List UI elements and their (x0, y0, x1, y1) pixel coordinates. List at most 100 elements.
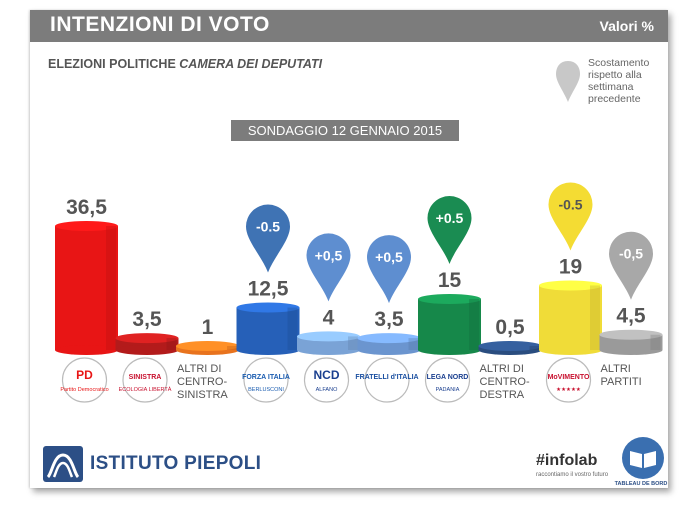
data-label: 0,5 (495, 316, 525, 339)
legend-pin-icon (556, 61, 580, 102)
logo-text: FRATELLI d'ITALIA (355, 374, 418, 381)
category-label: PARTITI (601, 376, 642, 388)
m5s-logo (545, 357, 592, 403)
bar (115, 338, 179, 350)
change-label: -0,5 (619, 246, 643, 262)
bar-base (55, 345, 118, 355)
change-pin (306, 233, 351, 302)
change-pin (427, 196, 472, 265)
bar-top (55, 221, 118, 231)
logo-text: PD (76, 368, 93, 382)
logo-subtext: PADANIA (436, 387, 460, 393)
data-label: 19 (559, 255, 582, 278)
bar-base (539, 345, 602, 355)
subtitle-emphasis: CAMERA DEI DEPUTATI (179, 57, 323, 71)
bar-shade (408, 338, 419, 350)
change-label: +0,5 (375, 249, 403, 265)
bar-shade (348, 336, 358, 350)
tableau-de-bord-icon (622, 437, 664, 479)
change-pin (548, 182, 593, 251)
header-bar: INTENZIONI DI VOTO Valori % (30, 10, 668, 42)
logo-subtext: ECOLOGIA LIBERTÀ (119, 386, 172, 393)
category-label: DESTRA (480, 389, 525, 401)
bar-top (176, 341, 239, 351)
data-label: 3,5 (132, 308, 162, 331)
category-label: CENTRO- (480, 376, 530, 388)
lega-nord-logo (424, 357, 471, 403)
chart-subtitle: ELEZIONI POLITICHE CAMERA DEI DEPUTATI (48, 57, 322, 71)
ncd-logo (303, 357, 350, 403)
change-label: -0.5 (558, 196, 582, 212)
bar-shade (227, 346, 237, 350)
data-label: 15 (438, 269, 462, 292)
change-label: +0.5 (436, 210, 464, 226)
change-pin (367, 235, 411, 304)
bar (55, 226, 118, 350)
logo-subtext: Partito Democratico (60, 387, 108, 393)
bar-shade (650, 334, 661, 350)
bar-top (539, 280, 602, 291)
piepoli-logo-icon (43, 446, 83, 482)
bar-top (115, 333, 179, 344)
bar (236, 307, 300, 350)
change-pin (246, 204, 290, 273)
bar-shade (106, 226, 116, 350)
forza-italia-logo (243, 357, 289, 403)
tableau-label: TABLEAU DE BORD (614, 481, 668, 487)
bar-base (599, 345, 663, 355)
fdi-logo (364, 357, 410, 403)
bar-top (478, 341, 542, 351)
sel-logo (122, 357, 168, 403)
pd-logo (61, 357, 108, 403)
bar (539, 285, 602, 350)
chart-title: INTENZIONI DI VOTO (50, 13, 270, 36)
bar (357, 338, 421, 350)
data-label: 4 (323, 306, 335, 329)
bar-base (357, 345, 421, 355)
bar-base (236, 345, 300, 355)
bar-top (297, 331, 360, 342)
logo-subtext: ★★★★★ (556, 386, 581, 393)
data-label: 1 (202, 316, 214, 339)
logo-subtext: ALFANO (316, 387, 338, 393)
infolab-tagline: raccontiamo il vostro futuro (536, 472, 609, 478)
brand-name: ISTITUTO PIEPOLI (90, 453, 262, 474)
bar-top (236, 302, 300, 313)
logo-subtext: BERLUSCONI (248, 387, 284, 393)
bar-top (357, 333, 421, 344)
legend-note: Scostamento rispetto alla settimana prec… (588, 57, 650, 105)
category-label: ALTRI DI (480, 363, 524, 375)
bar-top (418, 294, 481, 305)
subtitle-prefix: ELEZIONI POLITICHE (48, 57, 176, 71)
logo-text: NCD (314, 368, 340, 382)
bar-base (418, 345, 481, 355)
survey-date-banner: SONDAGGIO 12 GENNAIO 2015 (231, 120, 459, 141)
logo-text: LEGA NORD (427, 374, 469, 381)
category-label: ALTRI DI (177, 363, 221, 375)
bar-shade (287, 307, 298, 350)
change-label: -0.5 (256, 219, 280, 235)
bar-base (297, 345, 360, 355)
logo-text: FORZA ITALIA (242, 374, 290, 381)
bar-shade (590, 285, 600, 350)
change-pin (609, 231, 653, 300)
data-label: 12,5 (248, 278, 289, 301)
category-label: ALTRI (601, 363, 631, 375)
bar-shade (469, 299, 479, 350)
logo-text: SINISTRA (129, 374, 162, 381)
category-label: SINISTRA (177, 389, 228, 401)
logo-text: MoVIMENTO (548, 374, 590, 381)
unit-label: Valori % (599, 18, 654, 34)
infolab-label: #infolab (536, 452, 598, 469)
data-label: 36,5 (66, 196, 107, 219)
bar-shade (166, 338, 177, 350)
bar-top (599, 329, 663, 340)
bar (418, 299, 481, 350)
data-label: 4,5 (616, 305, 646, 328)
bar-shade (529, 346, 540, 350)
change-label: +0,5 (315, 247, 343, 263)
bar-base (115, 345, 179, 355)
data-label: 3,5 (374, 308, 404, 331)
category-label: CENTRO- (177, 376, 227, 388)
